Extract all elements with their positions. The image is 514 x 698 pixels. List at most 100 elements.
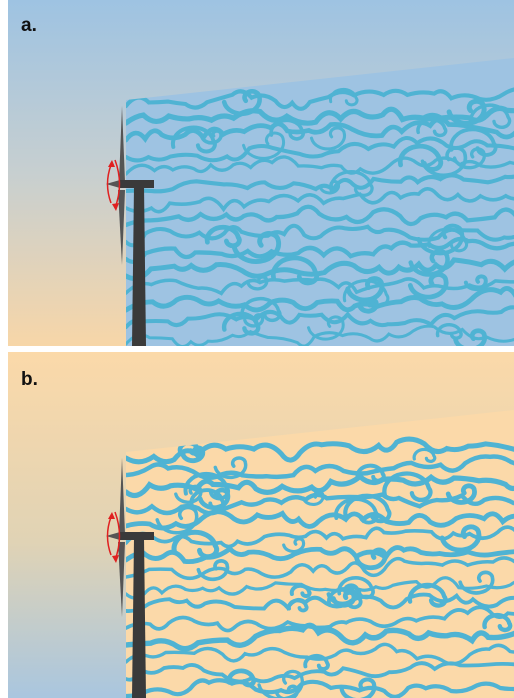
turbulent-eddies (126, 86, 514, 346)
eddy-curl (354, 547, 388, 571)
turbine-hub (106, 532, 120, 540)
wind-streamline (126, 187, 514, 214)
eddy-curl (334, 497, 379, 525)
turbine-blade (118, 190, 125, 265)
eddy-curl (196, 559, 230, 582)
wind-streamline (126, 545, 514, 565)
eddy-curl (303, 653, 330, 671)
wind-streamline (126, 678, 514, 698)
eddy-curl (301, 490, 325, 506)
wind-streamline (126, 622, 514, 652)
turbulent-eddies (126, 436, 514, 698)
wind-streamline (126, 257, 514, 282)
eddy-curl (204, 224, 242, 249)
wind-turbine-icon (106, 458, 154, 698)
eddy-curl (446, 98, 487, 126)
eddy-curl (328, 87, 359, 107)
rotation-arrow-icon (106, 516, 112, 556)
arrowhead-icon (108, 512, 115, 519)
eddy-curl (469, 103, 512, 129)
eddy-curl (180, 445, 206, 464)
arrowhead-icon (112, 203, 119, 211)
eddy-curl (170, 125, 217, 154)
eddy-curl (189, 488, 225, 511)
eddy-curl (458, 570, 495, 595)
eddy-curl (407, 582, 448, 608)
wind-streamline (126, 659, 514, 684)
turbine-blade (118, 542, 125, 617)
wind-streamline (126, 223, 514, 248)
eddy-curl (382, 471, 433, 503)
panel-label: a. (21, 15, 37, 36)
eddy-curl (453, 328, 487, 346)
turbine-tower (132, 186, 146, 346)
eddy-curl (287, 598, 309, 613)
eddy-curl (416, 117, 448, 138)
eddy-curl (427, 227, 469, 253)
wind-streamline (126, 305, 514, 329)
turbine-blade (119, 106, 125, 182)
wind-streamline (126, 642, 514, 666)
wind-streamline (126, 204, 514, 228)
eddy-curl (307, 315, 345, 341)
wind-streamline (126, 473, 514, 499)
eddy-curl (226, 668, 257, 688)
wind-turbine-icon (106, 106, 154, 346)
eddy-curl (337, 576, 375, 600)
eddy-curl (445, 483, 477, 505)
panel-b: b. (8, 352, 514, 698)
arrowhead-icon (108, 160, 115, 167)
wind-streamline (126, 116, 514, 144)
eddy-curl (200, 129, 223, 145)
eddy-curl (155, 505, 199, 535)
eddy-curl (355, 463, 386, 483)
eddy-curl (243, 313, 265, 328)
turbine-tower (132, 538, 146, 698)
wind-streamline (126, 605, 514, 633)
eddy-curl (331, 590, 357, 608)
wind-streamline (126, 136, 514, 163)
eddy-curl (420, 146, 468, 178)
wind-streamline (126, 286, 514, 313)
eddy-curl (231, 231, 282, 264)
eddy-curl (482, 612, 513, 633)
panel-a-illustration (8, 0, 514, 346)
eddy-curl (452, 147, 486, 170)
rotation-arrow-icon (106, 164, 112, 204)
eddy-curl (171, 529, 220, 560)
eddy-curl (282, 537, 306, 554)
eddy-curl (339, 677, 377, 698)
eddy-curl (329, 170, 374, 197)
wind-streamline (126, 576, 514, 600)
eddy-curl (309, 126, 347, 151)
wind-streamline (126, 86, 514, 111)
wind-streamline (126, 525, 514, 549)
arrowhead-icon (112, 555, 119, 563)
turbine-hub (106, 180, 120, 188)
eddy-curl (221, 311, 261, 336)
eddy-curl (397, 143, 444, 172)
turbine-nacelle (120, 532, 154, 540)
panel-a: a. (8, 0, 514, 346)
eddy-curl (342, 279, 390, 308)
eddy-curl (270, 255, 320, 286)
turbine-blade (119, 458, 125, 534)
wind-streamline (126, 592, 514, 614)
eddy-curl (246, 275, 269, 291)
eddy-curl (221, 89, 262, 117)
turbine-nacelle (120, 180, 154, 188)
eddy-curl (408, 248, 450, 277)
wind-streamline (126, 556, 514, 581)
wind-streamline (126, 167, 514, 194)
wind-streamline (126, 105, 514, 126)
eddy-curl (242, 131, 286, 160)
wind-streamline (126, 236, 514, 264)
panel-b-illustration (8, 352, 514, 698)
eddy-curl (213, 456, 248, 480)
panel-label: b. (21, 369, 38, 390)
eddy-curl (269, 118, 305, 141)
eddy-curl (289, 583, 312, 598)
eddy-curl (412, 447, 437, 463)
wind-streamline (126, 492, 514, 516)
wind-streamline (126, 454, 514, 480)
